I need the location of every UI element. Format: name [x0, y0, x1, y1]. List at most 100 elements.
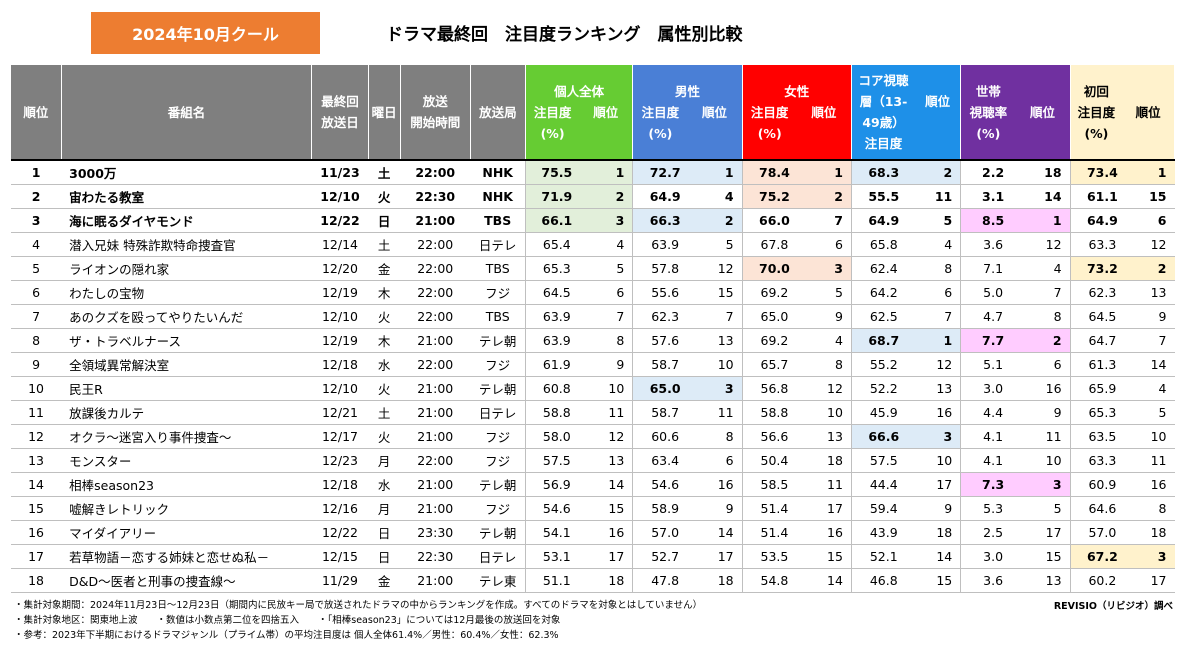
cell-male-rank: 6 — [696, 448, 743, 473]
cell-core: 43.9 — [850, 520, 916, 545]
cell-weekday: 金 — [368, 568, 401, 593]
cell-male-rank: 5 — [696, 232, 743, 257]
header-male: 男性 注目度 順位 (%) — [632, 65, 743, 160]
cell-household: 5.1 — [960, 352, 1025, 377]
cell-core: 66.6 — [850, 424, 916, 449]
cell-time: 22:00 — [400, 232, 471, 257]
cell-female: 69.2 — [741, 328, 807, 353]
header-program: 番組名 — [61, 65, 313, 160]
table-row: 12 オクラ～迷宮入り事件捜査～ 12/17 火 21:00 フジ 58.0 12 60.6 8 5… — [11, 424, 1175, 449]
footnotes: ・集計対象期間：2024年11月23日～12月23日（期間内に民放キー局で放送さ… — [14, 598, 702, 643]
cell-all-rank: 16 — [587, 520, 633, 545]
cell-weekday: 木 — [368, 328, 401, 353]
cell-all: 57.5 — [524, 448, 588, 473]
cell-core: 62.5 — [850, 304, 916, 329]
cell-female-rank: 4 — [806, 328, 852, 353]
cell-all-rank: 15 — [587, 496, 633, 521]
cell-first: 60.2 — [1069, 568, 1135, 593]
cell-male: 58.7 — [632, 400, 697, 425]
cell-program: モンスター — [61, 448, 312, 473]
cell-program: 潜入兄妹 特殊詐欺特命捜査官 — [61, 232, 312, 257]
cell-household: 8.5 — [960, 208, 1025, 233]
cell-all-rank: 9 — [587, 352, 633, 377]
cell-core-rank: 9 — [915, 496, 961, 521]
cell-core-rank: 13 — [915, 376, 961, 401]
cell-first: 63.3 — [1069, 232, 1135, 257]
cell-core-rank: 12 — [915, 352, 961, 377]
cell-rank: 1 — [11, 160, 62, 185]
cell-first: 63.5 — [1069, 424, 1135, 449]
cell-male-rank: 9 — [696, 496, 743, 521]
cell-first: 67.2 — [1069, 544, 1135, 569]
cell-rank: 3 — [11, 208, 62, 233]
cell-first-rank: 8 — [1134, 496, 1175, 521]
cell-household-rank: 9 — [1024, 400, 1071, 425]
cell-program: D&D～医者と刑事の捜査線～ — [61, 568, 312, 593]
cell-core-rank: 1 — [915, 328, 961, 353]
cell-household: 4.4 — [960, 400, 1025, 425]
cell-all: 58.0 — [524, 424, 588, 449]
cell-all: 75.5 — [524, 160, 588, 185]
header-core: コア視聴 層（13- 順位 49歳） 注目度 — [851, 65, 962, 160]
cell-rank: 18 — [11, 568, 62, 593]
cell-station: 日テレ — [470, 544, 526, 569]
cell-all: 60.8 — [524, 376, 588, 401]
header-household: 世帯 視聴率 順位 (%) — [960, 65, 1071, 160]
cell-first: 61.3 — [1069, 352, 1135, 377]
cell-core: 59.4 — [850, 496, 916, 521]
table-row: 16 マイダイアリー 12/22 日 23:30 テレ朝 54.1 16 57.0 14 51.4 1… — [11, 520, 1175, 545]
cell-male: 63.4 — [632, 448, 697, 473]
cell-first: 60.9 — [1069, 472, 1135, 497]
cell-female: 51.4 — [741, 496, 807, 521]
cell-weekday: 月 — [368, 448, 401, 473]
cell-station: フジ — [470, 448, 526, 473]
cell-rank: 10 — [11, 376, 62, 401]
cell-all-rank: 1 — [587, 160, 633, 185]
cell-all: 65.4 — [524, 232, 588, 257]
cell-rank: 16 — [11, 520, 62, 545]
cell-core-rank: 10 — [915, 448, 961, 473]
cell-first-rank: 17 — [1134, 568, 1175, 593]
footnote-reference: ・参考：2023年下半期におけるドラマジャンル（プライム帯）の平均注目度は 個人… — [14, 630, 559, 641]
cell-female: 69.2 — [741, 280, 807, 305]
cell-household-rank: 6 — [1024, 352, 1071, 377]
cell-female: 53.5 — [741, 544, 807, 569]
cell-female-rank: 1 — [806, 160, 852, 185]
cell-male: 55.6 — [632, 280, 697, 305]
cell-all-rank: 13 — [587, 448, 633, 473]
cell-female-rank: 15 — [806, 544, 852, 569]
cell-all-rank: 10 — [587, 376, 633, 401]
cell-female: 65.0 — [741, 304, 807, 329]
cell-first-rank: 3 — [1134, 544, 1175, 569]
cell-first-rank: 13 — [1134, 280, 1175, 305]
cell-weekday: 金 — [368, 256, 401, 281]
cell-male-rank: 4 — [696, 184, 743, 209]
cell-core: 55.2 — [850, 352, 916, 377]
cell-all-rank: 18 — [587, 568, 633, 593]
cell-all: 58.8 — [524, 400, 588, 425]
table-row: 10 民王R 12/10 火 21:00 テレ朝 60.8 10 65.0 3 56.8 12 52.2… — [11, 376, 1175, 401]
cell-core: 64.2 — [850, 280, 916, 305]
cell-date: 12/14 — [311, 232, 369, 257]
cell-first-rank: 15 — [1134, 184, 1175, 209]
cell-household: 2.2 — [960, 160, 1025, 185]
cell-time: 22:00 — [400, 448, 471, 473]
cell-all-rank: 6 — [587, 280, 633, 305]
cell-male: 64.9 — [632, 184, 697, 209]
cell-program: 嘘解きレトリック — [61, 496, 312, 521]
cell-female-rank: 3 — [806, 256, 852, 281]
cell-household-rank: 7 — [1024, 280, 1071, 305]
cell-core: 52.1 — [850, 544, 916, 569]
cell-household: 2.5 — [960, 520, 1025, 545]
cell-all-rank: 5 — [587, 256, 633, 281]
cell-date: 11/23 — [311, 160, 369, 185]
cell-female: 56.6 — [741, 424, 807, 449]
header-first: 初回 注目度 順位 (%) — [1070, 65, 1176, 160]
cell-male-rank: 12 — [696, 256, 743, 281]
cell-rank: 13 — [11, 448, 62, 473]
cell-core-rank: 14 — [915, 544, 961, 569]
cell-rank: 2 — [11, 184, 62, 209]
cell-all: 53.1 — [524, 544, 588, 569]
cell-core-rank: 5 — [915, 208, 961, 233]
table-row: 5 ライオンの隠れ家 12/20 金 22:00 TBS 65.3 5 57.8 12 70.0 3 6… — [11, 256, 1175, 281]
